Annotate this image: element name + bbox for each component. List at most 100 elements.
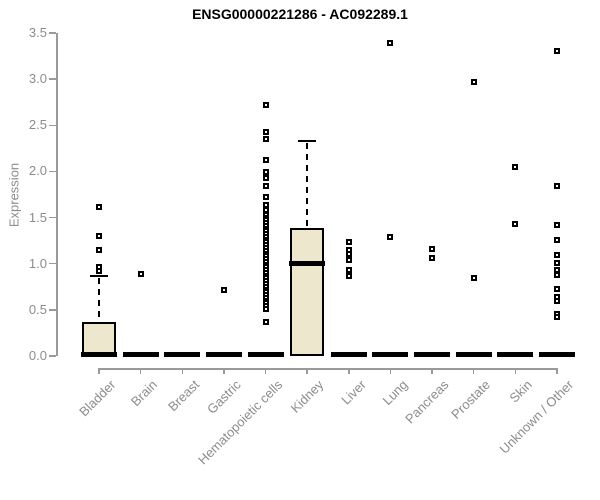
median-line xyxy=(164,352,201,357)
outlier-point xyxy=(429,255,436,262)
outlier-point xyxy=(345,267,352,274)
x-axis-line xyxy=(98,368,558,370)
outlier-point xyxy=(429,245,436,252)
y-axis-tick xyxy=(49,78,56,80)
median-line xyxy=(497,352,534,357)
outlier-point xyxy=(554,297,560,304)
x-axis-tick xyxy=(348,368,350,374)
median-line xyxy=(205,352,242,357)
outlier-point xyxy=(387,233,394,240)
y-axis-line xyxy=(56,33,58,356)
x-tick-label-gastric: Gastric xyxy=(203,377,244,417)
y-axis-tick xyxy=(49,32,56,34)
y-axis-tick xyxy=(49,170,56,173)
outlier-point xyxy=(470,78,477,85)
x-axis-tick xyxy=(431,368,433,374)
outlier-point xyxy=(96,204,102,211)
outlier-point xyxy=(470,274,477,281)
x-axis-tick xyxy=(514,368,517,374)
outlier-point xyxy=(387,40,394,47)
outlier-point xyxy=(96,268,102,275)
outlier-point xyxy=(262,318,269,325)
x-axis-tick xyxy=(264,368,267,374)
y-tick-label: 2.5 xyxy=(28,117,47,133)
median-line xyxy=(455,352,492,357)
x-axis-tick xyxy=(98,368,100,374)
outlier-point xyxy=(262,136,269,143)
median-line xyxy=(372,352,409,357)
x-axis-tick xyxy=(223,368,225,374)
x-tick-label-liver: Liver xyxy=(337,377,369,408)
outlier-point xyxy=(345,257,352,264)
x-axis-tick xyxy=(556,368,558,374)
outlier-point xyxy=(220,287,227,294)
x-tick-label-skin: Skin xyxy=(506,377,535,406)
median-line xyxy=(330,352,367,357)
outlier-point xyxy=(554,47,560,54)
x-tick-label-prostate: Prostate xyxy=(448,377,494,422)
outlier-point xyxy=(554,183,560,190)
outlier-point xyxy=(345,250,352,257)
outlier-point xyxy=(262,174,269,181)
x-axis-tick xyxy=(472,368,475,374)
median-line xyxy=(122,352,159,357)
whisker-cap xyxy=(298,139,317,142)
x-axis-tick xyxy=(139,368,142,374)
x-axis-tick xyxy=(181,368,184,374)
outlier-point xyxy=(345,239,352,246)
outlier-point xyxy=(554,285,560,292)
outlier-point xyxy=(345,272,352,279)
median-line xyxy=(81,352,117,357)
whisker-line xyxy=(306,142,309,228)
outlier-point xyxy=(262,157,269,164)
x-axis-tick xyxy=(306,368,308,374)
median-line xyxy=(289,261,326,267)
x-tick-label-bladder: Bladder xyxy=(76,377,119,420)
y-axis-tick xyxy=(49,309,56,311)
y-axis-tick xyxy=(49,262,56,265)
y-tick-label: 2.0 xyxy=(28,163,47,179)
box xyxy=(82,321,116,356)
outlier-point xyxy=(554,271,560,278)
y-tick-label: 0.0 xyxy=(28,348,47,363)
median-line xyxy=(247,352,284,357)
outlier-point xyxy=(554,314,560,321)
x-tick-label-lung: Lung xyxy=(379,377,411,409)
box xyxy=(290,227,325,356)
outlier-point xyxy=(512,221,519,228)
x-tick-label-brain: Brain xyxy=(128,377,161,410)
outlier-point xyxy=(262,169,269,176)
median-line xyxy=(414,352,451,357)
outlier-point xyxy=(262,194,269,201)
x-tick-label-unknown-other: Unknown / Other xyxy=(497,377,577,457)
y-axis-tick xyxy=(49,355,56,357)
outlier-point xyxy=(262,201,269,208)
x-tick-label-breast: Breast xyxy=(164,377,202,415)
x-axis-tick xyxy=(389,368,392,374)
y-axis-tick xyxy=(49,216,56,219)
outlier-point xyxy=(512,163,519,170)
outlier-point xyxy=(554,259,560,266)
outlier-point xyxy=(262,183,269,190)
outlier-point xyxy=(262,101,269,108)
outlier-point xyxy=(262,128,269,135)
outlier-point xyxy=(554,236,560,243)
outlier-point xyxy=(262,305,269,312)
outlier-point xyxy=(137,270,144,277)
outlier-point xyxy=(96,246,102,253)
outlier-point xyxy=(96,233,102,240)
whisker-cap xyxy=(90,274,108,277)
y-tick-label: 0.5 xyxy=(28,301,47,317)
y-axis-tick xyxy=(49,124,56,127)
whisker-line xyxy=(98,277,100,322)
y-tick-label: 3.5 xyxy=(28,25,47,40)
median-line xyxy=(539,352,575,357)
y-tick-label: 1.0 xyxy=(28,255,47,271)
outlier-point xyxy=(554,252,560,259)
y-tick-label: 1.5 xyxy=(28,209,47,225)
y-tick-label: 3.0 xyxy=(28,71,47,87)
x-tick-label-kidney: Kidney xyxy=(288,377,327,416)
outlier-point xyxy=(554,221,560,228)
